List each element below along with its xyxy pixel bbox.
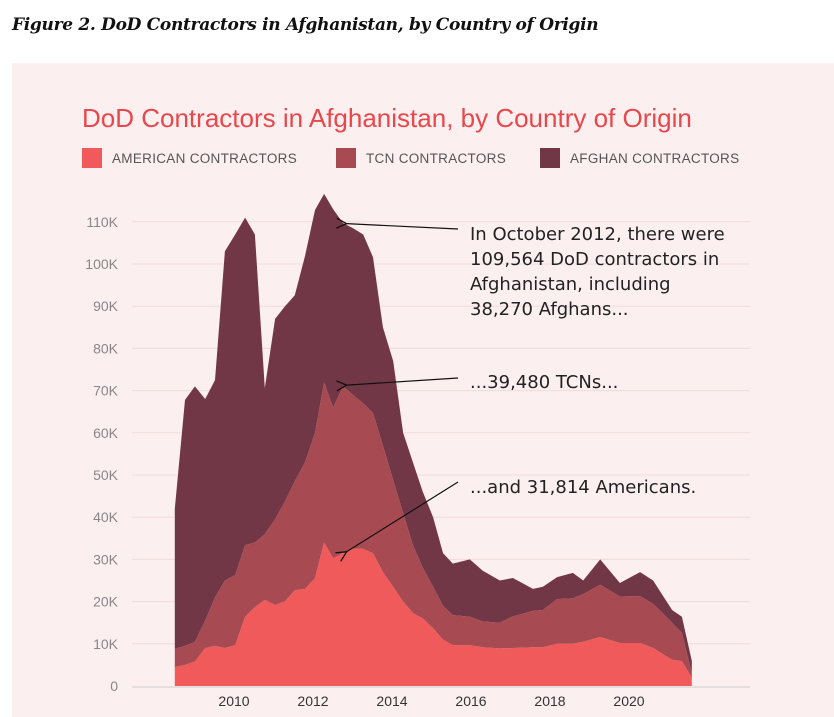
x-tick-label: 2012 bbox=[297, 693, 328, 709]
y-tick-label: 40K bbox=[93, 509, 119, 525]
x-tick-label: 2010 bbox=[218, 693, 249, 709]
area-tcn-contractors bbox=[174, 382, 692, 678]
legend-swatch-2 bbox=[540, 148, 560, 168]
y-tick-label: 80K bbox=[93, 340, 119, 356]
annotation-arrow bbox=[347, 481, 459, 552]
x-tick-label: 2014 bbox=[376, 693, 407, 709]
annotation-arrow bbox=[347, 224, 459, 230]
annotation-text: Afghanistan, including bbox=[470, 274, 671, 295]
y-tick-label: 90K bbox=[93, 298, 119, 314]
y-tick-label: 10K bbox=[93, 636, 119, 652]
chart-title: DoD Contractors in Afghanistan, by Count… bbox=[82, 103, 692, 133]
x-tick-label: 2016 bbox=[455, 693, 486, 709]
y-axis: 0 10K 20K 30K 40K 50K 60K 70K 80K 90K 100K 110K bbox=[85, 214, 118, 694]
areas bbox=[174, 193, 692, 686]
legend-label-0: AMERICAN CONTRACTORS bbox=[112, 151, 297, 166]
annotation-arrow bbox=[347, 377, 459, 385]
annotation-text: 109,564 DoD contractors in bbox=[470, 249, 719, 270]
y-tick-label: 30K bbox=[93, 551, 119, 567]
x-tick-label: 2018 bbox=[534, 693, 565, 709]
y-tick-label: 100K bbox=[85, 256, 118, 272]
y-tick-label: 20K bbox=[93, 594, 119, 610]
figure-caption: Figure 2. DoD Contractors in Afghanistan… bbox=[12, 15, 599, 35]
annotation-text: 38,270 Afghans... bbox=[470, 299, 629, 320]
y-tick-label: 0 bbox=[110, 678, 118, 694]
area-afghan-contractors bbox=[174, 193, 692, 674]
legend: AMERICAN CONTRACTORS TCN CONTRACTORS AFGHA… bbox=[82, 148, 739, 168]
annotation-text: ...and 31,814 Americans. bbox=[470, 477, 696, 498]
x-axis: 2010 2012 2014 2016 2018 2020 bbox=[218, 693, 644, 709]
area-american-contractors bbox=[174, 542, 692, 686]
annotation-text: ...39,480 TCNs... bbox=[470, 372, 618, 393]
y-tick-label: 70K bbox=[93, 383, 119, 399]
legend-label-2: AFGHAN CONTRACTORS bbox=[570, 151, 739, 166]
x-tick-label: 2020 bbox=[613, 693, 644, 709]
y-tick-label: 50K bbox=[93, 467, 119, 483]
annotation-text: In October 2012, there were bbox=[470, 224, 725, 245]
legend-swatch-1 bbox=[336, 148, 356, 168]
y-tick-label: 60K bbox=[93, 425, 119, 441]
y-tick-label: 110K bbox=[86, 214, 118, 230]
legend-swatch-0 bbox=[82, 148, 102, 168]
annotations: In October 2012, there were 109,564 DoD c… bbox=[347, 224, 725, 552]
legend-label-1: TCN CONTRACTORS bbox=[366, 151, 506, 166]
